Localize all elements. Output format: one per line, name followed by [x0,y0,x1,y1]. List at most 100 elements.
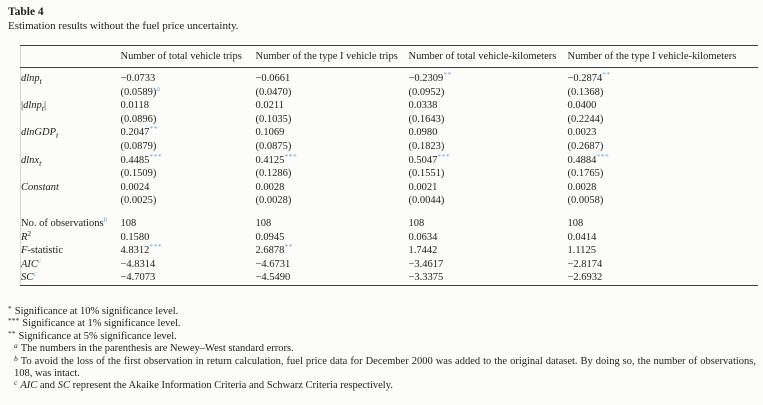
value-text: 108 [120,217,137,229]
row-label-cell: dlnxt [21,154,121,181]
column-header-3: Number of total vehicle-kilometers [408,45,568,68]
coefficient-value: 0.0118 [121,99,248,113]
spacer-row [21,208,758,217]
footnote-text: The numbers in the parenthesis are Newey… [20,343,294,355]
estimate-cell: 0.2047** (0.0879) [121,124,256,153]
coefficient-value: 0.0980 [409,126,560,140]
value-text: −4.5490 [255,272,291,284]
value-text: 108 [408,217,425,229]
stat-value: 108 [121,217,248,231]
stat-label-main: SC [21,272,34,284]
value-text: (0.0058) [567,195,604,207]
coefficient-value: −0.0661 [256,72,401,86]
stat-value-cell: 2.6878** [256,243,409,258]
coefficient-value: 0.0338 [409,99,560,113]
value-text: 0.0028 [255,181,285,193]
standard-error-value: (0.0875) [256,140,401,154]
significance-stars: ** [149,124,158,134]
value-text: (0.0025) [120,195,157,207]
footnote-text: Significance at 1% significance level. [22,318,181,330]
coefficient-value: 0.2047** [121,124,248,140]
footnote-text: SC [57,380,70,392]
value-text: −0.2874 [567,73,603,84]
stat-value: 0.1580 [121,231,248,245]
stat-value: 0.0634 [409,231,560,245]
value-text: 0.0211 [255,100,285,112]
variable-name: dlnp [21,73,40,84]
table-number-label: Table 4 [8,6,44,18]
stat-value-cell: 108 [409,217,568,231]
stat-value: −4.6731 [256,258,401,272]
value-text: 0.5047 [408,154,438,166]
estimate-cell: 0.5047*** (0.1551) [408,152,568,181]
value-text: −3.3375 [408,272,444,284]
variable-name: dlnx [21,154,40,166]
value-text: (0.0044) [408,195,445,207]
variable-subscript: t [56,131,59,141]
value-text: (0.2687) [567,140,604,152]
footnote-marker: * [8,304,12,313]
coefficient-value: 0.0028 [256,181,401,195]
standard-error-value: (0.1286) [256,167,401,181]
stat-row: AICc −4.8314 −4.6731 −3.4617 −2.8174 [21,256,758,272]
value-text: 1.1125 [567,245,597,257]
stat-value-cell: −4.6731 [256,258,409,272]
value-text: −0.0733 [120,73,156,84]
stat-label-cell: SCc [21,269,121,285]
column-header-4: Number of the type I vehicle-kilometers [567,45,758,68]
stat-label-cell: No. of observationsb [21,214,121,231]
abs-bar: | [44,100,47,112]
estimate-cell: 0.4125*** (0.1286) [256,151,409,181]
stat-value: −4.8314 [121,258,248,272]
coef-row: |dlnpt| 0.0118 (0.0896) 0.0211 (0.1035) 0.033… [21,99,758,126]
value-text: 0.1069 [255,127,285,139]
coefficient-value: 0.0021 [409,181,560,195]
footnote-text: Significance at 5% significance level. [18,330,177,342]
table-caption: Estimation results without the fuel pric… [8,20,239,32]
value-text: 4.8312 [120,245,150,257]
row-label-cell: Constant [21,181,121,208]
value-text: 0.4884 [567,154,597,166]
stat-label: AICc [21,256,113,271]
significance-stars: *** [284,151,298,161]
value-text: −2.6932 [567,272,603,284]
value-text: 0.0118 [120,100,150,112]
standard-error-value: (0.1551) [409,167,560,181]
stat-label: SCc [21,269,113,284]
standard-error-value: (0.0025) [121,194,248,208]
stat-label-sup: c [33,269,38,279]
significance-stars: *** [596,151,610,161]
stat-value-cell: 108 [121,217,256,231]
stat-label-cell: AICc [21,256,121,272]
row-label-cell: dlnpt [21,68,121,100]
estimate-cell: −0.0733 (0.0589)a [121,68,256,100]
stat-value-cell: −3.3375 [409,271,568,285]
stat-row: R2 0.1580 0.0945 0.0634 0.0414 [21,229,758,245]
stat-value-cell: −4.8314 [121,258,256,272]
stat-label-sup: b [103,214,108,224]
value-text: (0.1035) [255,113,292,125]
footnote-text: AIC [20,380,38,392]
value-text: (0.0952) [408,86,445,98]
estimate-cell: −0.2309** (0.0952) [409,68,568,100]
footnotes: * Significance at 10% significance level.… [8,304,756,393]
stat-label-main: AIC [21,258,38,270]
standard-error-value: (0.0952) [409,86,560,100]
stat-label-main: R [21,231,28,243]
column-header-2: Number of the type I vehicle trips [255,45,409,68]
estimate-cell: 0.0980 (0.1823) [409,126,568,153]
column-header-1: Number of total vehicle trips [120,45,256,68]
footnote-c: c AIC and SC represent the Akaike Informa… [8,379,756,392]
stat-row: SCc −4.7073 −4.5490 −3.3375 −2.6932 [21,269,758,285]
estimate-cell: 0.0024 (0.0025) [121,181,256,208]
value-text: (0.1643) [408,113,445,125]
variable-subscript: t [41,104,45,114]
significance-stars: *** [149,242,163,252]
value-text: 0.0400 [567,100,597,112]
variable-label: dlnpt [21,72,113,89]
value-text: (0.1551) [408,168,445,180]
estimate-cell: 0.0028 (0.0028) [256,181,409,208]
estimate-cell: 0.0118 (0.0896) [121,99,256,126]
coefficient-value: −0.0733 [121,72,248,86]
row-label-cell: |dlnpt| [21,99,121,126]
